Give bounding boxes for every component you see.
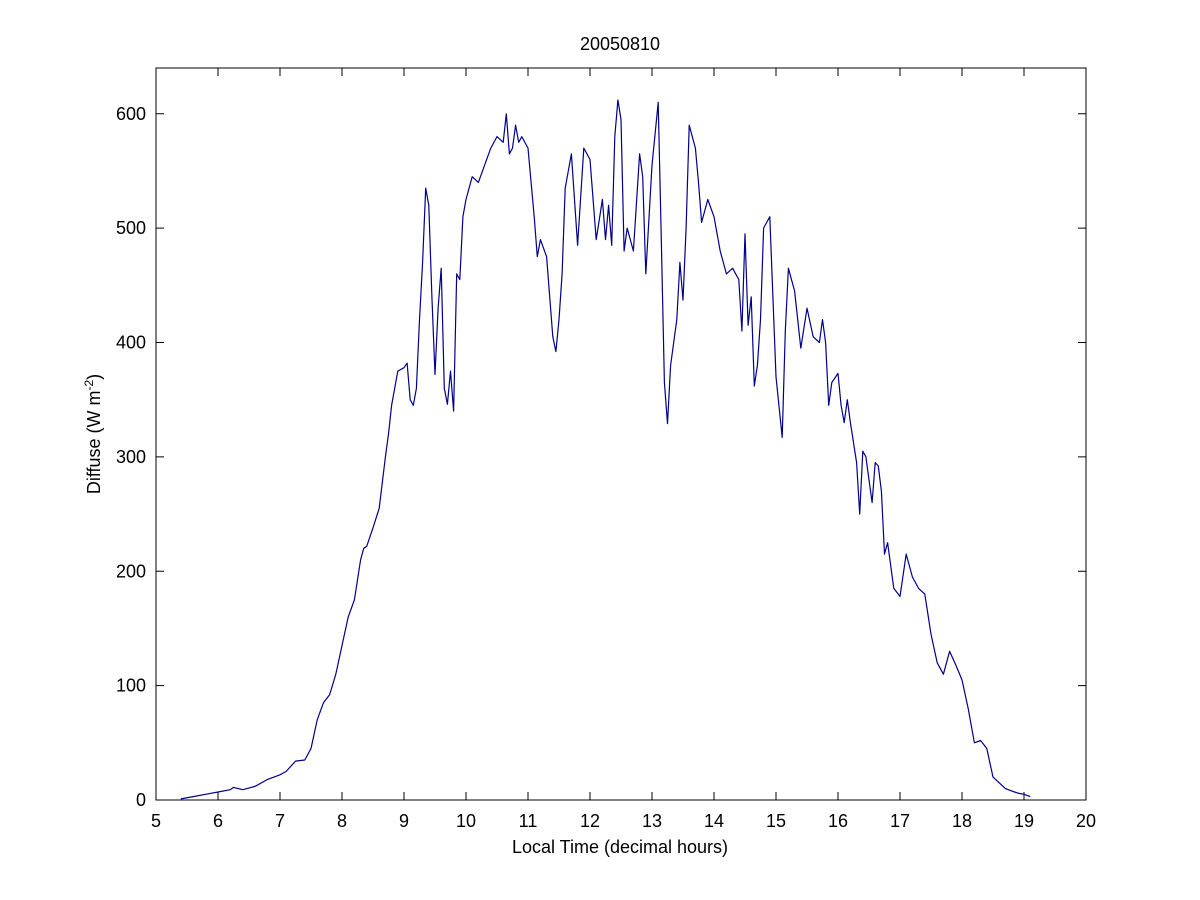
x-tick-label: 5 [151, 811, 161, 831]
x-tick-label: 8 [337, 811, 347, 831]
x-tick-label: 7 [275, 811, 285, 831]
x-tick-label: 11 [519, 811, 538, 831]
x-tick-label: 15 [766, 811, 786, 831]
x-tick-label: 14 [704, 811, 724, 831]
y-tick-label: 500 [116, 218, 146, 238]
x-axis-ticks: 5 6 7 8 9 10 11 12 13 14 15 16 17 18 19 20 [151, 68, 1096, 831]
x-axis-label: Local Time (decimal hours) [512, 837, 728, 857]
x-tick-label: 16 [828, 811, 848, 831]
y-axis-label-close: ) [84, 374, 104, 380]
y-tick-label: 400 [116, 333, 146, 353]
x-tick-label: 20 [1076, 811, 1096, 831]
x-tick-label: 17 [890, 811, 910, 831]
x-tick-label: 18 [952, 811, 972, 831]
y-tick-label: 300 [116, 447, 146, 467]
y-tick-label: 0 [136, 790, 146, 810]
y-axis-ticks: 0 100 200 300 400 500 600 [116, 104, 1086, 810]
y-tick-label: 600 [116, 104, 146, 124]
y-tick-label: 200 [116, 561, 146, 581]
y-tick-label: 100 [116, 676, 146, 696]
x-tick-label: 10 [456, 811, 476, 831]
chart-title: 20050810 [580, 34, 660, 54]
x-tick-label: 12 [580, 811, 600, 831]
x-tick-label: 13 [642, 811, 662, 831]
y-axis-label-main: Diffuse (W m [84, 390, 104, 494]
y-axis-label: Diffuse (W m-2) [82, 374, 104, 494]
x-tick-label: 6 [213, 811, 223, 831]
series-line-diffuse [180, 99, 1031, 800]
y-axis-label-superscript: -2 [82, 379, 96, 390]
x-tick-label: 19 [1014, 811, 1034, 831]
x-tick-label: 9 [399, 811, 409, 831]
plot-area [155, 67, 1087, 801]
